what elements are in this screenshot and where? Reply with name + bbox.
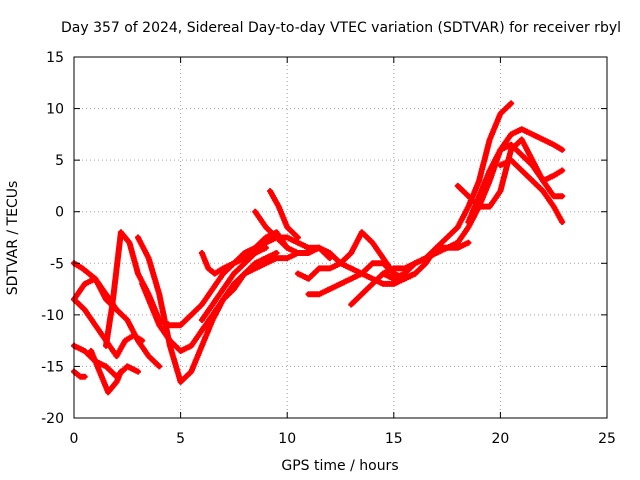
y-axis-label: SDTVAR / TECUs (5, 181, 21, 296)
chart-title: Day 357 of 2024, Sidereal Day-to-day VTE… (61, 20, 621, 36)
plot-frame (73, 56, 608, 419)
y-tick-label: 5 (55, 153, 64, 169)
series-arc-13 (267, 188, 301, 241)
series-points (88, 348, 124, 396)
y-tick-label: -5 (50, 256, 64, 272)
series-group (71, 100, 566, 396)
series-points (497, 157, 566, 225)
series-line (380, 126, 565, 282)
y-tick-label: 0 (55, 205, 64, 221)
series-points (454, 136, 566, 210)
x-tick-label: 5 (176, 431, 185, 447)
y-tick-label: 15 (46, 50, 64, 66)
x-tick-label: 10 (278, 431, 296, 447)
tick-labels: 0 5 10 15 20 25 -20 -15 -10 -5 0 5 10 15 (41, 50, 616, 447)
y-tick-label: -20 (41, 411, 64, 427)
series-arc-19 (454, 136, 566, 210)
series-arc-20 (497, 157, 566, 225)
x-tick-label: 15 (385, 431, 403, 447)
x-tick-label: 0 (70, 431, 79, 447)
series-arc-6 (88, 348, 124, 396)
axis-ticks (73, 56, 608, 419)
series-arc-17 (380, 126, 566, 282)
series-points (198, 244, 269, 277)
series-points (267, 188, 301, 241)
series-arc-12 (252, 208, 312, 256)
series-points (380, 126, 566, 282)
y-tick-label: 10 (46, 102, 64, 118)
x-axis-label: GPS time / hours (281, 458, 398, 474)
series-arc-11 (198, 244, 269, 277)
y-tick-label: -15 (41, 359, 64, 375)
x-tick-label: 25 (598, 431, 616, 447)
series-points (252, 208, 312, 256)
x-tick-label: 20 (491, 431, 509, 447)
y-tick-label: -10 (41, 308, 64, 324)
